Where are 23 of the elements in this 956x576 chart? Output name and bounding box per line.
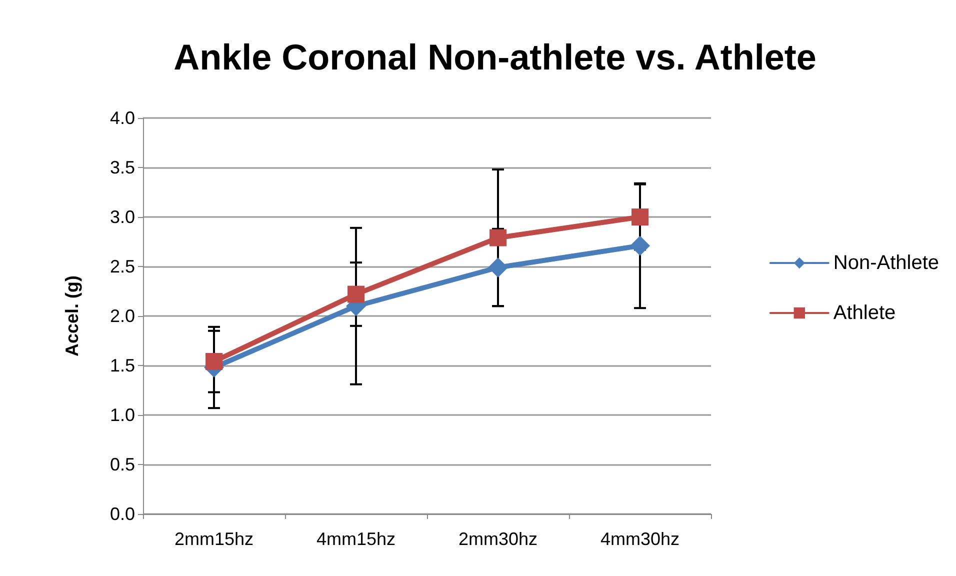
y-tick-label: 1.5 bbox=[110, 356, 135, 376]
point bbox=[630, 236, 650, 256]
point bbox=[348, 286, 364, 303]
legend-label: Non-Athlete bbox=[833, 252, 940, 274]
x-tick-label: 4mm30hz bbox=[600, 529, 680, 549]
x-tick-label: 2mm30hz bbox=[458, 529, 538, 549]
point bbox=[206, 353, 222, 370]
y-axis-title: Accel. (g) bbox=[62, 275, 82, 357]
y-tick-label: 4.0 bbox=[110, 108, 135, 128]
y-tick-label: 0.0 bbox=[110, 504, 135, 524]
point bbox=[632, 208, 648, 226]
y-tick-label: 3.5 bbox=[110, 158, 135, 178]
x-tick-label: 4mm15hz bbox=[316, 529, 396, 549]
y-tick-label: 3.0 bbox=[110, 207, 135, 227]
chart-title: Ankle Coronal Non-athlete vs. Athlete bbox=[174, 36, 816, 78]
legend-label: Athlete bbox=[833, 302, 896, 324]
y-tick-label: 1.0 bbox=[110, 405, 135, 425]
point bbox=[490, 229, 506, 246]
x-tick-label: 2mm15hz bbox=[174, 529, 254, 549]
y-tick-label: 2.0 bbox=[110, 306, 135, 326]
y-tick-label: 0.5 bbox=[110, 454, 135, 474]
y-tick-label: 2.5 bbox=[110, 256, 135, 276]
point bbox=[488, 257, 508, 278]
